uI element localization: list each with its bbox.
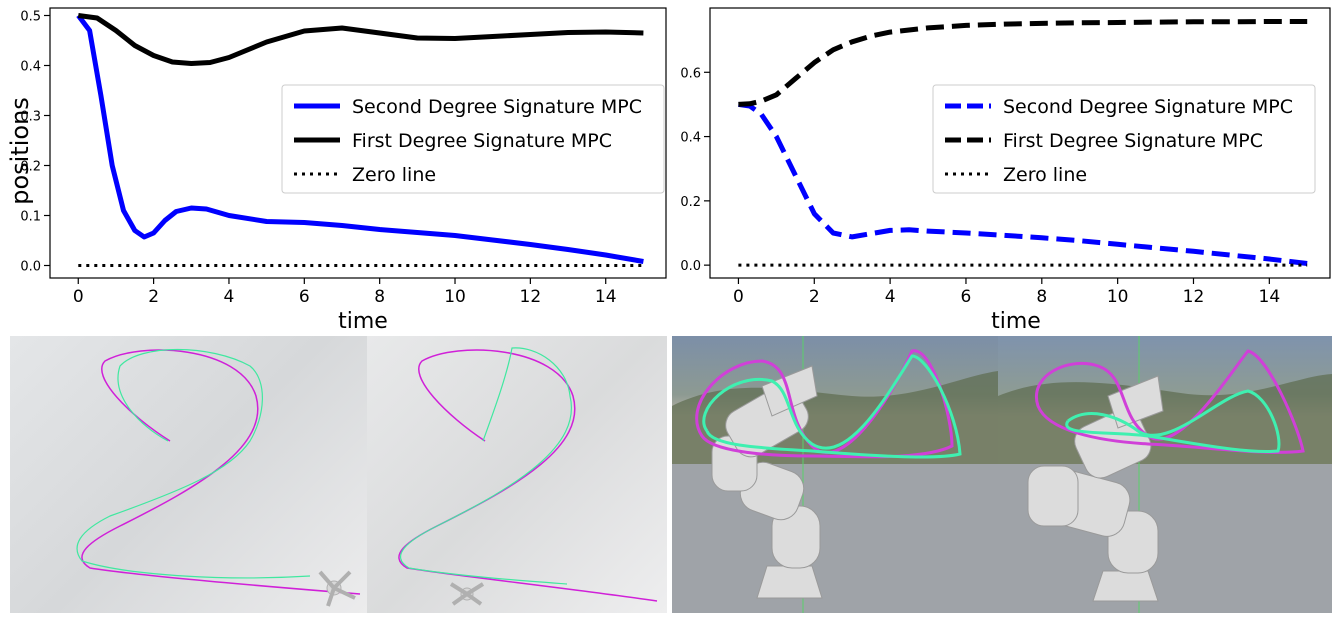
legend-label: First Degree Signature MPC bbox=[352, 130, 612, 152]
legend: Second Degree Signature MPC First Degree … bbox=[281, 84, 665, 194]
series-line-2 bbox=[77, 13, 644, 66]
chart-1: 0 2 4 6 8 10 12 14 0.0 0.1 0.2 0.3 0.4 0.5 time positio… bbox=[6, 7, 667, 334]
robot-arm-view-second bbox=[998, 336, 1332, 613]
y-tick-label: 0.3 bbox=[20, 110, 41, 125]
x-tick-label: 6 bbox=[961, 287, 972, 307]
x-tick-label: 4 bbox=[885, 287, 896, 307]
legend-box bbox=[932, 84, 1316, 194]
y-tick-label: 0.2 bbox=[20, 160, 41, 175]
x-tick-label: 8 bbox=[374, 287, 385, 307]
x-tick-label: 4 bbox=[224, 287, 235, 307]
y-tick-label: 0.0 bbox=[20, 260, 41, 275]
sim-view-digit-two-first bbox=[10, 336, 367, 613]
x-tick-label: 2 bbox=[809, 287, 820, 307]
humanoid-figure bbox=[318, 570, 356, 607]
x-tick-label: 8 bbox=[1036, 287, 1047, 307]
robot-scene-1 bbox=[672, 336, 998, 613]
x-tick-label: 14 bbox=[1259, 287, 1281, 307]
y-tick-label: 0.4 bbox=[20, 60, 41, 75]
series-line-1 bbox=[738, 101, 1308, 266]
charts-area: 0 2 4 6 8 10 12 14 0.0 0.1 0.2 0.3 0.4 0.5 time positio… bbox=[6, 7, 1331, 334]
plot-frame bbox=[49, 7, 667, 279]
series-line-2 bbox=[738, 19, 1308, 107]
robot-arm-view-first bbox=[672, 336, 998, 613]
target-path bbox=[398, 349, 658, 602]
x-axis-label: time bbox=[338, 309, 388, 334]
target-path bbox=[81, 349, 361, 595]
y-tick-label: 0.0 bbox=[680, 259, 701, 274]
chart-2: 0 2 4 6 8 10 12 14 0.0 0.2 0.4 0.6 time Second Degree… bbox=[680, 7, 1331, 334]
x-tick-label: 14 bbox=[595, 287, 617, 307]
y-axis-label: positions bbox=[6, 97, 34, 205]
trajectory-plot-2 bbox=[398, 347, 658, 606]
tracked-path bbox=[702, 354, 962, 459]
x-axis-label: time bbox=[991, 309, 1041, 334]
robot-scene-2 bbox=[998, 336, 1332, 613]
plot-frame bbox=[709, 7, 1331, 279]
series-line-1 bbox=[76, 13, 644, 264]
x-tick-label: 0 bbox=[73, 287, 84, 307]
x-tick-label: 10 bbox=[1107, 287, 1129, 307]
legend-label: Zero line bbox=[352, 164, 436, 186]
legend-label: Zero line bbox=[1003, 164, 1087, 186]
legend-label: Second Degree Signature MPC bbox=[352, 96, 642, 118]
tracked-path bbox=[76, 348, 311, 579]
x-tick-label: 2 bbox=[148, 287, 159, 307]
y-tick-label: 0.6 bbox=[680, 66, 701, 81]
y-tick-label: 0.2 bbox=[680, 195, 701, 210]
tracked-path bbox=[1065, 389, 1281, 453]
x-tick-label: 6 bbox=[299, 287, 310, 307]
legend-box bbox=[281, 84, 665, 194]
sim-view-digit-two-second bbox=[367, 336, 667, 613]
x-tick-label: 0 bbox=[733, 287, 744, 307]
trajectory-plot-1 bbox=[76, 348, 361, 607]
x-tick-label: 10 bbox=[444, 287, 466, 307]
tracked-path bbox=[400, 347, 572, 585]
target-path bbox=[1034, 349, 1305, 454]
legend-label: Second Degree Signature MPC bbox=[1003, 96, 1293, 118]
legend: Second Degree Signature MPC First Degree … bbox=[932, 84, 1316, 194]
robot-arm bbox=[1027, 375, 1164, 602]
legend-label: First Degree Signature MPC bbox=[1003, 130, 1263, 152]
x-tick-label: 12 bbox=[1183, 287, 1205, 307]
humanoid-figure bbox=[449, 582, 485, 606]
y-tick-label: 0.4 bbox=[680, 131, 701, 146]
x-tick-label: 12 bbox=[520, 287, 542, 307]
target-path bbox=[695, 349, 954, 459]
y-tick-label: 0.1 bbox=[20, 210, 41, 225]
y-tick-label: 0.5 bbox=[20, 10, 41, 25]
